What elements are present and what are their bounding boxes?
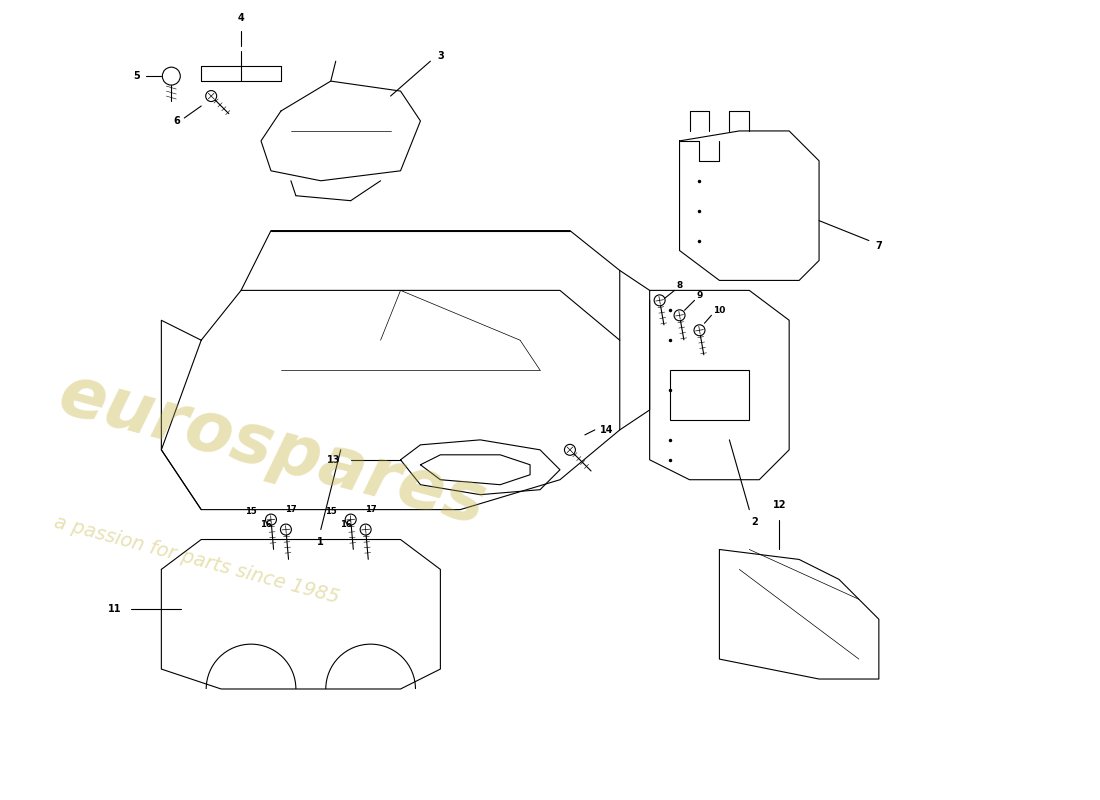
Text: 3: 3 — [437, 51, 443, 61]
Text: 17: 17 — [365, 505, 376, 514]
Text: 7: 7 — [876, 241, 882, 250]
Text: 16: 16 — [340, 520, 352, 529]
Text: 11: 11 — [108, 604, 121, 614]
Text: 9: 9 — [696, 291, 703, 300]
Text: 15: 15 — [324, 507, 337, 516]
Text: 8: 8 — [676, 281, 683, 290]
Text: 14: 14 — [600, 425, 614, 435]
Text: eurospares: eurospares — [52, 361, 494, 539]
Text: 12: 12 — [772, 500, 786, 510]
Text: 15: 15 — [245, 507, 257, 516]
Text: 6: 6 — [173, 116, 179, 126]
Text: 4: 4 — [238, 14, 244, 23]
Text: 2: 2 — [751, 517, 758, 526]
Text: 16: 16 — [260, 520, 272, 529]
Text: eurospares: eurospares — [52, 361, 494, 539]
Text: 17: 17 — [285, 505, 297, 514]
Text: 10: 10 — [713, 306, 726, 315]
Text: a passion for parts since 1985: a passion for parts since 1985 — [52, 512, 341, 606]
Text: 1: 1 — [318, 537, 324, 546]
Text: a passion for parts since 1985: a passion for parts since 1985 — [52, 512, 341, 606]
Text: 13: 13 — [327, 454, 341, 465]
Bar — [670, 370, 749, 420]
Text: 5: 5 — [133, 71, 140, 81]
